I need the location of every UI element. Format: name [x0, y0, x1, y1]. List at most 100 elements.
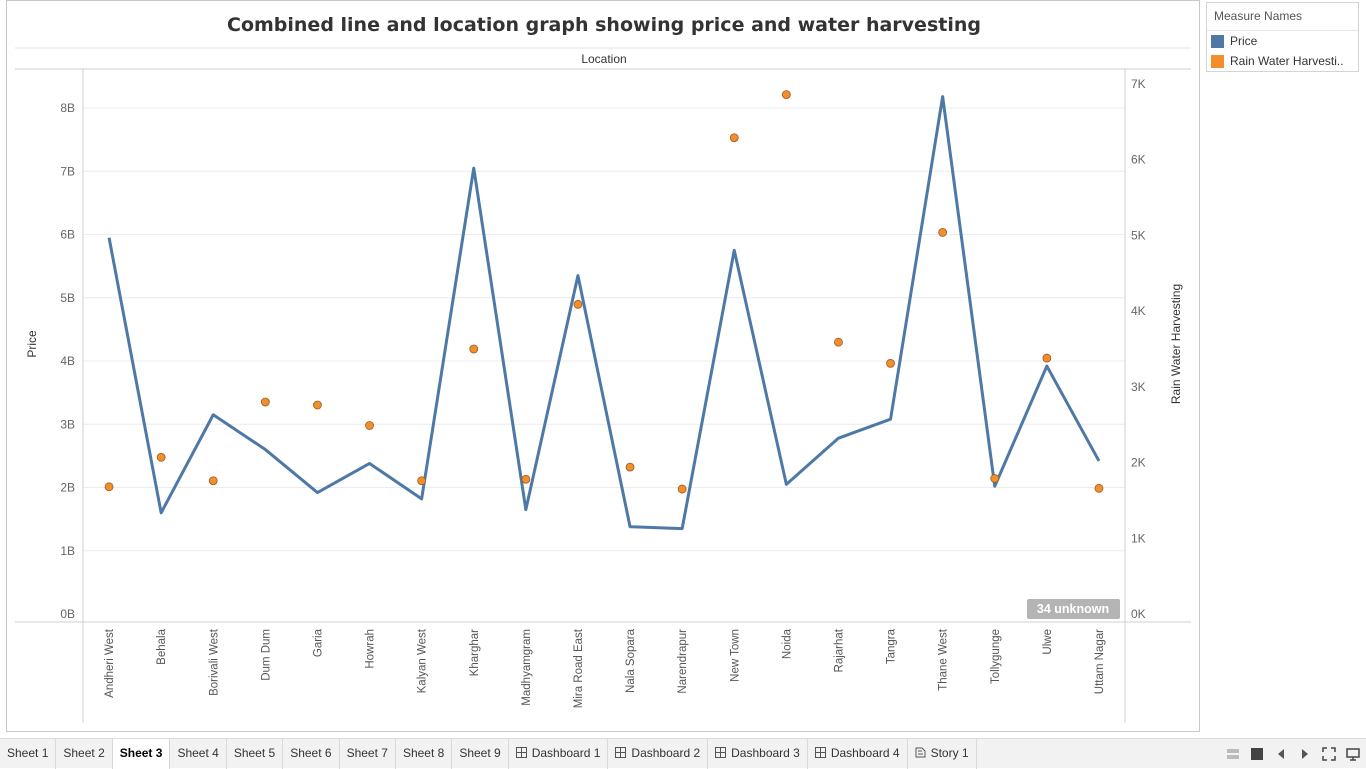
rain-water-harvesting-point[interactable] — [104, 482, 114, 492]
y2-tick-label: 5K — [1131, 228, 1146, 242]
null-indicator[interactable]: 34 unknown — [1027, 599, 1120, 619]
tab-label: Sheet 9 — [459, 746, 501, 760]
price-point[interactable] — [211, 413, 215, 417]
price-point[interactable] — [107, 236, 111, 240]
legend-item-price[interactable]: Price — [1207, 31, 1358, 51]
next-sheet-icon[interactable] — [1298, 747, 1312, 761]
tab-dashboard-1[interactable]: Dashboard 1 — [509, 739, 609, 769]
tab-label: Sheet 1 — [7, 746, 49, 760]
rain-water-harvesting-point[interactable] — [313, 400, 322, 410]
price-point[interactable] — [680, 527, 684, 531]
rain-water-harvesting-point[interactable] — [417, 476, 427, 486]
y-tick-label: 0B — [60, 607, 75, 621]
rain-water-harvesting-point[interactable] — [573, 299, 583, 309]
price-point[interactable] — [836, 436, 840, 440]
y-axis-title: Price — [25, 330, 39, 358]
price-point[interactable] — [576, 274, 580, 278]
tab-sheet-2[interactable]: Sheet 2 — [56, 739, 113, 769]
price-point[interactable] — [993, 484, 997, 488]
x-axis-title: Location — [581, 52, 626, 66]
price-point[interactable] — [628, 525, 632, 529]
tab-sheet-7[interactable]: Sheet 7 — [340, 739, 396, 769]
x-tick-label: Ulwe — [1042, 629, 1054, 655]
chart-title: Combined line and location graph showing… — [227, 14, 981, 36]
tab-sheet-4[interactable]: Sheet 4 — [170, 739, 227, 769]
price-point[interactable] — [263, 448, 267, 452]
rain-water-harvesting-point[interactable] — [938, 227, 948, 237]
fit-icon[interactable] — [1322, 747, 1336, 761]
legend-swatch-price — [1211, 34, 1224, 48]
rain-water-harvesting-point[interactable] — [208, 476, 218, 486]
rain-water-harvesting-point[interactable] — [625, 462, 635, 472]
x-tick-label: Rajarhat — [833, 628, 845, 672]
rain-water-harvesting-point[interactable] — [781, 90, 791, 99]
tab-label: Sheet 5 — [233, 746, 276, 760]
y2-tick-label: 4K — [1131, 304, 1146, 318]
price-point[interactable] — [524, 508, 528, 512]
tab-label: Sheet 8 — [402, 746, 445, 760]
x-tick-label: Tangra — [886, 628, 898, 664]
tab-sheet-9[interactable]: Sheet 9 — [452, 739, 509, 769]
tab-sheet-6[interactable]: Sheet 6 — [283, 739, 340, 769]
worksheet: Combined line and location graph showing… — [6, 0, 1200, 732]
rain-water-harvesting-point[interactable] — [521, 474, 531, 484]
legend-label-rain-water-harvesting: Rain Water Harvesti.. — [1230, 54, 1344, 68]
rain-water-harvesting-point[interactable] — [886, 358, 895, 368]
rain-water-harvesting-point[interactable] — [1042, 353, 1052, 363]
x-tick-label: Nala Sopara — [625, 628, 637, 693]
rain-water-harvesting-point[interactable] — [260, 397, 270, 407]
price-point[interactable] — [941, 95, 945, 99]
show-sheet-sorter-icon[interactable] — [1226, 747, 1240, 761]
rain-water-harvesting-point[interactable] — [834, 337, 843, 347]
x-tick-label: Narendrapur — [677, 629, 689, 694]
tab-sheet-8[interactable]: Sheet 8 — [396, 739, 453, 769]
tab-sheet-3[interactable]: Sheet 3 — [112, 739, 171, 769]
tab-dashboard-3[interactable]: Dashboard 3 — [708, 739, 808, 769]
tab-label: Sheet 3 — [119, 746, 163, 760]
rain-water-harvesting-point[interactable] — [990, 474, 1000, 483]
y2-tick-label: 1K — [1131, 531, 1146, 545]
dashboard-icon — [715, 740, 727, 758]
x-tick-label: Howrah — [365, 629, 377, 669]
dashboard-icon — [814, 740, 826, 758]
price-point[interactable] — [420, 497, 424, 501]
legend-item-rain-water-harvesting[interactable]: Rain Water Harvesti.. — [1207, 51, 1358, 71]
tab-story-1[interactable]: Story 1 — [908, 739, 977, 769]
x-tick-label: Borivali West — [208, 628, 220, 696]
rain-water-harvesting-point[interactable] — [729, 133, 739, 143]
presentation-icon[interactable] — [1346, 747, 1360, 761]
price-point[interactable] — [1045, 364, 1049, 368]
price-point[interactable] — [1097, 459, 1101, 463]
price-line[interactable] — [107, 95, 1101, 531]
y-tick-label: 5B — [60, 291, 75, 305]
price-point[interactable] — [732, 248, 736, 252]
legend[interactable]: Measure Names Price Rain Water Harvesti.… — [1206, 2, 1359, 72]
y-tick-label: 8B — [60, 101, 75, 115]
legend-title: Measure Names — [1207, 3, 1358, 31]
rain-water-harvesting-point[interactable] — [469, 344, 479, 354]
rain-water-harvesting-point[interactable] — [677, 484, 687, 494]
show-filmstrip-icon[interactable] — [1250, 747, 1264, 761]
price-point[interactable] — [315, 491, 319, 495]
rain-water-harvesting-point[interactable] — [365, 421, 374, 430]
tab-sheet-1[interactable]: Sheet 1 — [0, 739, 57, 769]
price-point[interactable] — [889, 417, 893, 421]
tab-dashboard-4[interactable]: Dashboard 4 — [808, 739, 908, 769]
legend-swatch-rain-water-harvesting — [1211, 54, 1224, 68]
tab-dashboard-2[interactable]: Dashboard 2 — [608, 739, 709, 769]
price-point[interactable] — [368, 461, 372, 465]
price-point[interactable] — [159, 511, 163, 515]
tab-sheet-5[interactable]: Sheet 5 — [227, 739, 284, 769]
x-tick-label: Uttam Nagar — [1094, 629, 1106, 694]
rain-water-harvesting-point[interactable] — [156, 452, 166, 462]
price-point[interactable] — [784, 482, 788, 486]
x-tick-label: Mira Road East — [573, 628, 585, 708]
y2-tick-label: 0K — [1131, 607, 1146, 621]
tab-label: Dashboard 4 — [830, 746, 900, 760]
y2-axis-title: Rain Water Harvesting — [1169, 284, 1183, 404]
rain-water-harvesting-point[interactable] — [1094, 483, 1104, 493]
price-point[interactable] — [472, 166, 476, 170]
prev-sheet-icon[interactable] — [1274, 747, 1288, 761]
x-tick-label: Dum Dum — [260, 629, 272, 681]
tab-label: Dashboard 3 — [731, 746, 800, 760]
